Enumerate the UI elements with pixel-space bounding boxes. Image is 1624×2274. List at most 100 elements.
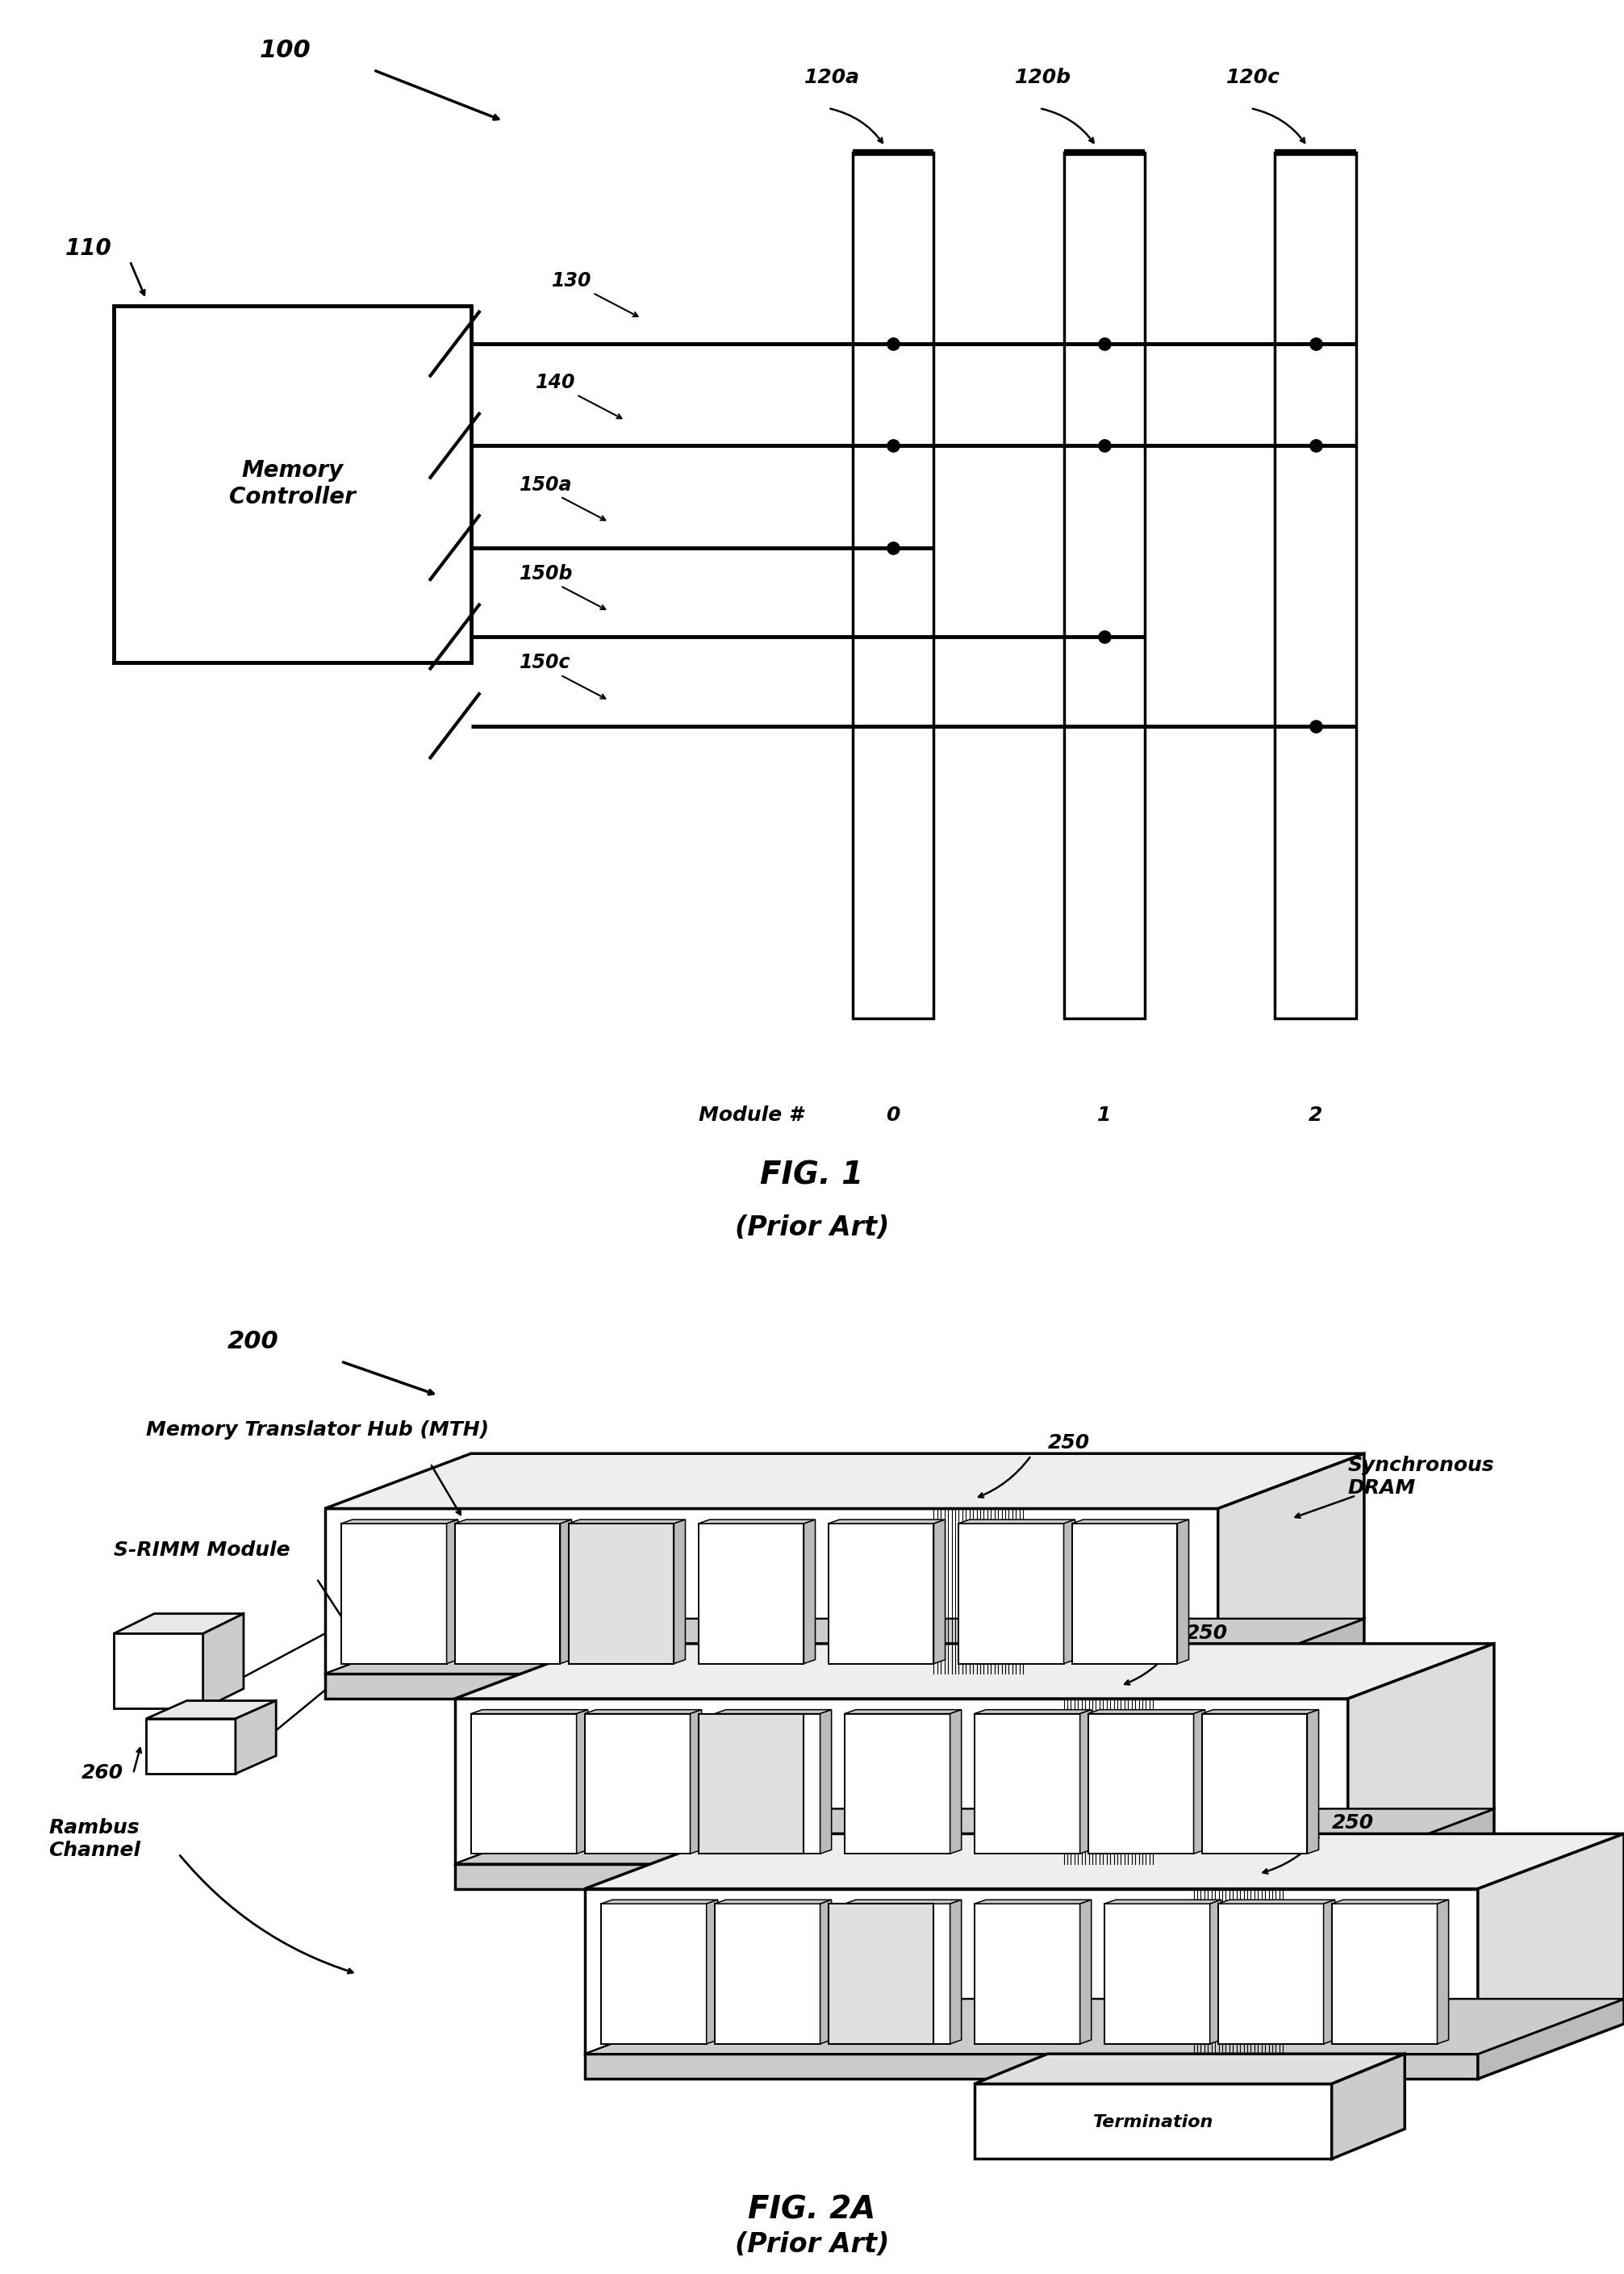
Polygon shape [950, 1899, 961, 2044]
Polygon shape [950, 1710, 961, 1853]
Text: S-RIMM Module: S-RIMM Module [114, 1539, 291, 1560]
Polygon shape [568, 1519, 685, 1524]
Polygon shape [455, 1699, 1348, 1865]
Polygon shape [804, 1519, 815, 1665]
Polygon shape [844, 1710, 961, 1715]
Polygon shape [828, 1519, 945, 1524]
Polygon shape [325, 1619, 1364, 1674]
Polygon shape [146, 1701, 276, 1719]
Polygon shape [114, 1633, 203, 1708]
Polygon shape [844, 1903, 950, 2044]
Polygon shape [1348, 1644, 1494, 1865]
Text: Rambus
Channel: Rambus Channel [49, 1817, 141, 1860]
Polygon shape [1202, 1710, 1319, 1715]
Polygon shape [585, 2053, 1478, 2078]
Text: 150b: 150b [520, 564, 573, 584]
Polygon shape [974, 1903, 1080, 2044]
Polygon shape [698, 1524, 804, 1665]
Polygon shape [471, 1715, 577, 1853]
Polygon shape [455, 1524, 560, 1665]
Polygon shape [341, 1519, 458, 1524]
Text: 120a: 120a [804, 68, 859, 86]
Polygon shape [585, 1715, 690, 1853]
Polygon shape [1324, 1899, 1335, 2044]
Polygon shape [1218, 1453, 1364, 1674]
Polygon shape [1072, 1524, 1177, 1665]
Text: 250: 250 [1186, 1624, 1228, 1642]
Polygon shape [690, 1710, 702, 1853]
Polygon shape [325, 1453, 1364, 1508]
Polygon shape [1478, 1833, 1624, 2053]
Polygon shape [715, 1710, 831, 1715]
Polygon shape [698, 1519, 815, 1524]
Text: 140: 140 [536, 373, 577, 393]
Polygon shape [974, 2053, 1405, 2083]
Polygon shape [601, 1903, 706, 2044]
Polygon shape [114, 1615, 244, 1633]
Bar [114, 305, 471, 662]
Polygon shape [1194, 1710, 1205, 1853]
Polygon shape [1080, 1710, 1091, 1853]
Polygon shape [585, 1890, 1478, 2053]
Polygon shape [455, 1808, 1494, 1865]
Polygon shape [1202, 1715, 1307, 1853]
Polygon shape [958, 1519, 1075, 1524]
Polygon shape [934, 1519, 945, 1665]
Text: (Prior Art): (Prior Art) [734, 1214, 890, 1242]
Polygon shape [455, 1865, 1348, 1890]
Text: 250: 250 [1332, 1812, 1374, 1833]
Polygon shape [715, 1715, 820, 1853]
Bar [853, 152, 934, 1019]
Polygon shape [585, 1999, 1624, 2053]
Polygon shape [974, 1899, 1091, 1903]
Text: 120c: 120c [1226, 68, 1280, 86]
Text: Termination: Termination [1093, 2115, 1213, 2131]
Polygon shape [1072, 1519, 1189, 1524]
Polygon shape [1064, 1519, 1075, 1665]
Polygon shape [325, 1508, 1218, 1674]
Bar [828, 1903, 934, 2044]
Polygon shape [560, 1519, 572, 1665]
Polygon shape [715, 1899, 831, 1903]
Text: Memory Translator Hub (MTH): Memory Translator Hub (MTH) [146, 1421, 489, 1439]
Polygon shape [820, 1710, 831, 1853]
Polygon shape [706, 1899, 718, 2044]
Polygon shape [974, 2083, 1332, 2158]
Polygon shape [974, 1715, 1080, 1853]
Text: 1: 1 [1098, 1105, 1111, 1126]
Polygon shape [1104, 1899, 1221, 1903]
Bar [568, 1524, 674, 1665]
Text: 120b: 120b [1015, 68, 1072, 86]
Polygon shape [1332, 1899, 1449, 1903]
Polygon shape [447, 1519, 458, 1665]
Polygon shape [1088, 1715, 1194, 1853]
Polygon shape [203, 1615, 244, 1708]
Text: 260: 260 [81, 1762, 123, 1783]
Polygon shape [844, 1899, 961, 1903]
Text: FIG. 2A: FIG. 2A [749, 2194, 875, 2226]
Polygon shape [585, 1833, 1624, 1890]
Text: Synchronous
DRAM: Synchronous DRAM [1348, 1455, 1494, 1499]
Text: 0: 0 [887, 1105, 900, 1126]
Text: 200: 200 [227, 1330, 279, 1353]
Text: 110: 110 [65, 236, 112, 259]
Text: 150c: 150c [520, 653, 572, 673]
Polygon shape [601, 1899, 718, 1903]
Polygon shape [1088, 1710, 1205, 1715]
Polygon shape [1478, 1999, 1624, 2078]
Text: 130: 130 [552, 271, 593, 291]
Polygon shape [585, 1710, 702, 1715]
Polygon shape [715, 1903, 820, 2044]
Text: Module #: Module # [698, 1105, 802, 1126]
Polygon shape [577, 1710, 588, 1853]
Text: 150a: 150a [520, 475, 573, 493]
Polygon shape [674, 1519, 685, 1665]
Polygon shape [828, 1524, 934, 1665]
Polygon shape [1348, 1808, 1494, 1890]
Polygon shape [1437, 1899, 1449, 2044]
Bar [698, 1715, 804, 1853]
Polygon shape [1307, 1710, 1319, 1853]
Text: (Prior Art): (Prior Art) [734, 2231, 890, 2258]
Polygon shape [325, 1674, 1218, 1699]
Polygon shape [1218, 1619, 1364, 1699]
